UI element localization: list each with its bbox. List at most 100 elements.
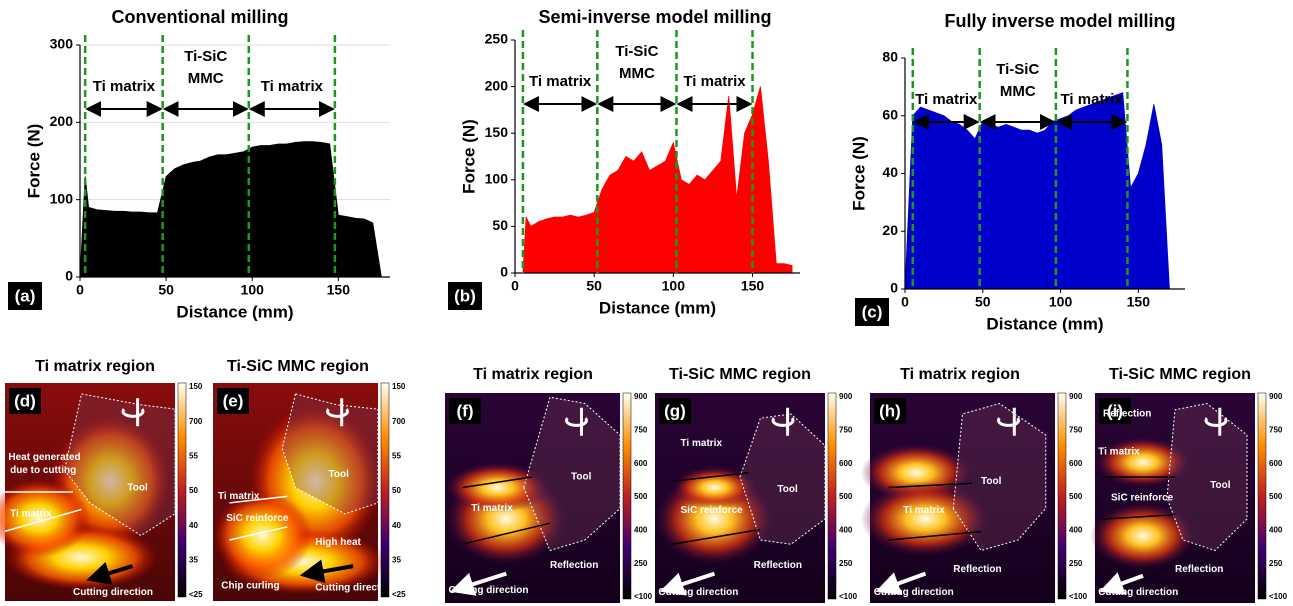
thermal-image: (h) Tool Ti matrix Reflection Cutting direct… [860, 393, 1055, 603]
region-label: Ti matrix [529, 73, 592, 90]
thermal-image: (f) Tool Ti matrix Reflection Cutting direct… [445, 393, 621, 603]
region-label: Ti matrix [93, 78, 156, 95]
image-label: High heat [315, 537, 361, 548]
thermal-image: (g) Ti matrix SiC reinforce Tool Reflection C… [655, 393, 826, 603]
y-tick-label: 200 [50, 113, 74, 129]
hot-spot [0, 478, 90, 558]
image-label: Ti matrix [681, 438, 723, 449]
rotation-icon [1204, 407, 1228, 436]
hot-spot [1090, 502, 1196, 570]
force-area [515, 86, 793, 274]
y-axis-label: Force (N) [459, 119, 478, 194]
colorbar-label: 900 [1269, 392, 1283, 401]
tool-outline [952, 402, 1047, 552]
colorbar-label: 55 [392, 451, 401, 460]
image-label: Tool [329, 469, 350, 480]
panel-letter: (a) [15, 286, 36, 305]
colorbar-label: 250 [839, 559, 853, 568]
image-label: Tool [127, 482, 148, 493]
hot-spot [672, 466, 757, 509]
colorbar-label: <100 [1269, 592, 1288, 601]
thermal-image: (e) Tool Ti matrix SiC reinforce High heat Ch… [213, 383, 395, 601]
cutting-arrow [875, 571, 927, 595]
y-tick-label: 100 [485, 171, 509, 187]
panel-title: Ti-SiC MMC region [1109, 366, 1251, 383]
panel-letter-box [855, 298, 889, 326]
thermal-background [1095, 393, 1255, 603]
rotation-icon [121, 398, 145, 427]
region-label: MMC [1000, 83, 1036, 100]
hot-spot [445, 462, 550, 513]
force-area [79, 141, 382, 278]
panel-letter: (b) [454, 286, 476, 305]
panel-letter: (d) [14, 391, 36, 410]
colorbar-label: 600 [1269, 459, 1283, 468]
y-tick-label: 20 [882, 222, 898, 238]
image-label: Cutting direction [449, 585, 529, 596]
y-tick-label: 0 [890, 280, 898, 296]
image-label: Cutting direction [73, 587, 153, 598]
image-label: Cutting direction [658, 587, 738, 598]
y-tick-label: 50 [492, 217, 508, 233]
y-tick-label: 0 [500, 264, 508, 280]
colorbar-label: 500 [1269, 492, 1283, 501]
colorbar-label: 250 [1269, 559, 1283, 568]
y-tick-label: 150 [485, 124, 509, 140]
image-label: Ti matrix [471, 503, 513, 514]
colorbar-label: 500 [1069, 492, 1083, 501]
colorbar-label: 750 [839, 425, 853, 434]
image-label: due to cutting [10, 465, 76, 476]
thermal-image: (d) Heat generated due to cutting Tool Ti ma… [0, 383, 176, 601]
colorbar-label: 900 [1069, 392, 1083, 401]
panel-letter-box [874, 398, 906, 424]
colorbar-label: 50 [392, 486, 401, 495]
image-label: Heat generated [8, 452, 80, 463]
image-label: Tool [1210, 480, 1231, 491]
rotation-icon [997, 407, 1020, 436]
rotation-icon [565, 407, 588, 436]
image-label: Tool [777, 484, 798, 495]
tool-outline [281, 393, 379, 515]
y-axis-label: Force (N) [24, 124, 43, 199]
image-label: Reflection [1175, 564, 1223, 575]
panel-title: Ti matrix region [473, 366, 593, 383]
colorbar-label: 600 [634, 459, 648, 468]
colorbar [177, 382, 187, 598]
image-label: Chip curling [221, 580, 279, 591]
colorbar-label: 40 [392, 521, 401, 530]
colorbar-label: 750 [1069, 425, 1083, 434]
hot-spot [1095, 437, 1191, 488]
panel-letter-box [449, 398, 481, 424]
panel-letter: (f) [457, 401, 474, 420]
image-label: Reflection [550, 560, 598, 571]
y-tick-label: 40 [882, 164, 898, 180]
x-tick-label: 100 [241, 282, 265, 298]
hot-spot [860, 481, 991, 557]
panel-letter: (e) [223, 391, 244, 410]
x-tick-label: 50 [975, 294, 991, 310]
x-tick-label: 150 [327, 282, 351, 298]
panel-letter-box [448, 282, 482, 310]
region-line [462, 476, 533, 489]
panel-title: Ti-SiC MMC region [227, 358, 369, 375]
colorbar-label: 150 [392, 382, 406, 391]
y-tick-label: 300 [50, 36, 74, 52]
cutting-arrow [299, 559, 354, 584]
region-label: Ti matrix [1061, 91, 1124, 108]
y-tick-label: 0 [65, 268, 73, 284]
x-axis-label: Distance (mm) [599, 298, 716, 317]
colorbar [1257, 392, 1267, 600]
colorbar-label: 700 [189, 417, 203, 426]
x-tick-label: 0 [511, 278, 519, 294]
colorbar-label: <100 [1069, 592, 1088, 601]
image-label: Ti matrix [1098, 446, 1140, 457]
region-line [229, 495, 288, 504]
panel-letter-box [217, 388, 249, 414]
colorbar-label: 600 [1069, 459, 1083, 468]
panel-title: Ti matrix region [900, 366, 1020, 383]
chart-title: Fully inverse model milling [944, 11, 1175, 31]
colorbar [622, 392, 632, 600]
colorbar-label: 900 [839, 392, 853, 401]
region-label: Ti matrix [915, 91, 978, 108]
image-label: Ti matrix [903, 505, 945, 516]
